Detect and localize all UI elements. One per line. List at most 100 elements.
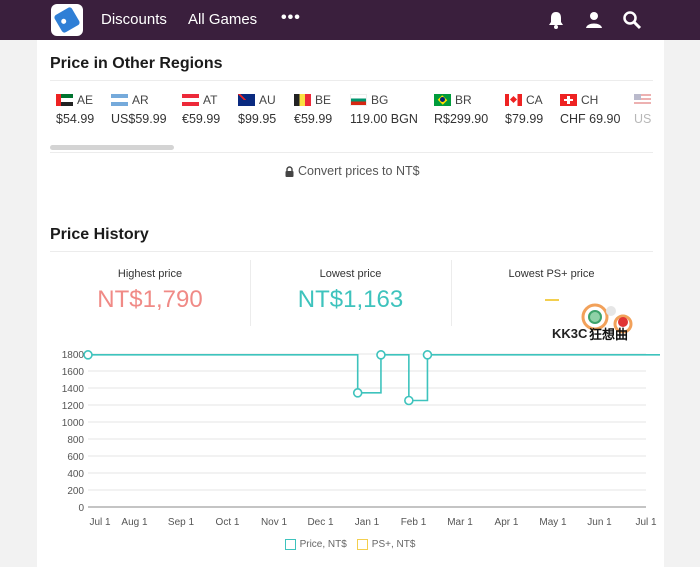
region-code: AU — [259, 93, 276, 107]
lowest-ps-price-label: Lowest PS+ price — [508, 268, 595, 280]
price-point — [404, 395, 414, 406]
x-tick-label: Mar 1 — [447, 517, 473, 528]
region-item-au[interactable]: AU $99.95 — [238, 92, 276, 132]
bell-icon[interactable] — [546, 10, 566, 30]
svg-text:狂想曲: 狂想曲 — [589, 327, 628, 343]
region-code: BR — [455, 93, 472, 107]
convert-label: Convert prices to NT$ — [298, 164, 420, 178]
x-tick-label: Apr 1 — [495, 517, 519, 528]
x-tick-label: Dec 1 — [307, 517, 334, 528]
us-flag-icon — [634, 94, 651, 106]
bg-flag-icon — [350, 94, 367, 106]
divider — [50, 152, 653, 153]
price-history-title: Price History — [50, 226, 149, 243]
nav-discounts-link[interactable]: Discounts — [101, 11, 167, 28]
region-item-br[interactable]: BR R$299.90 — [434, 92, 488, 132]
region-code: CA — [526, 93, 543, 107]
region-code: AR — [132, 93, 149, 107]
convert-prices-button[interactable]: Convert prices to NT$ — [285, 164, 420, 178]
regions-list[interactable]: AE $54.99 AR US$59.99 AT €59.99 AU $99.9… — [50, 92, 653, 132]
legend-item-ps-plus[interactable]: PS+, NT$ — [356, 539, 416, 550]
x-tick-label: Feb 1 — [401, 517, 427, 528]
price-point — [376, 350, 386, 360]
svg-text:KK3C: KK3C — [552, 326, 588, 341]
at-flag-icon — [182, 94, 199, 106]
user-icon[interactable] — [584, 10, 604, 30]
highest-price-value: NT$1,790 — [97, 286, 203, 313]
y-tick-label: 1000 — [62, 418, 85, 429]
price-series-line — [88, 354, 660, 402]
ar-flag-icon — [111, 94, 128, 106]
region-price: 119.00 BGN — [350, 112, 418, 126]
legend-label-ps-plus: PS+, NT$ — [371, 539, 416, 550]
region-item-us[interactable]: US — [634, 92, 653, 132]
x-tick-label: Sep 1 — [168, 517, 195, 528]
x-tick-label: Aug 1 — [121, 517, 148, 528]
y-tick-label: 1400 — [62, 384, 85, 395]
region-item-ae[interactable]: AE $54.99 — [56, 92, 94, 132]
price-tag-icon — [53, 6, 81, 34]
legend-swatch-ps-plus — [356, 539, 368, 550]
divider — [50, 251, 653, 252]
watermark-logo: KK3C 狂想曲 — [552, 303, 633, 343]
region-price: $54.99 — [56, 112, 95, 126]
highest-price-label: Highest price — [117, 268, 183, 280]
divider — [50, 80, 653, 81]
price-point — [83, 350, 93, 360]
x-tick-label: Jun 1 — [587, 517, 612, 528]
region-price: US — [634, 112, 652, 126]
x-tick-label: Nov 1 — [261, 517, 288, 528]
region-price: US$59.99 — [111, 112, 167, 126]
region-item-bg[interactable]: BG 119.00 BGN — [350, 92, 418, 132]
legend-item-price[interactable]: Price, NT$ — [284, 539, 347, 550]
lowest-price-label: Lowest price — [319, 268, 382, 280]
ae-flag-icon — [56, 94, 73, 106]
x-tick-label: May 1 — [539, 517, 567, 528]
regions-scrollbar[interactable] — [50, 145, 174, 150]
x-tick-label: Jul 1 — [89, 517, 111, 528]
x-tick-label: Oct 1 — [216, 517, 240, 528]
y-tick-label: 1800 — [62, 350, 85, 361]
region-price: $99.95 — [238, 112, 277, 126]
lowest-ps-price-value — [545, 299, 559, 301]
app-logo[interactable] — [51, 4, 83, 36]
more-menu-icon[interactable]: ••• — [281, 9, 301, 26]
au-flag-icon — [238, 94, 255, 106]
lowest-price-stat: Lowest price NT$1,163 — [250, 260, 450, 326]
price-history-chart: 0 200 400 600 800 1000 1200 1400 1600 1800 Jul 1 Au… — [62, 350, 660, 528]
nav-all-games-link[interactable]: All Games — [188, 11, 258, 28]
lowest-price-value: NT$1,163 — [297, 286, 404, 313]
region-item-ar[interactable]: AR US$59.99 — [111, 92, 167, 132]
price-point — [352, 388, 363, 398]
region-price: €59.99 — [182, 112, 221, 126]
region-price: R$299.90 — [434, 112, 489, 126]
ca-flag-icon — [505, 94, 522, 106]
region-item-ch[interactable]: CH CHF 69.90 — [560, 92, 620, 132]
y-tick-label: 0 — [78, 503, 84, 514]
lowest-ps-price-stat: Lowest PS+ price — [451, 260, 651, 326]
y-tick-label: 800 — [67, 435, 84, 446]
region-price: €59.99 — [294, 112, 333, 126]
region-item-at[interactable]: AT €59.99 — [182, 92, 220, 132]
top-nav: Discounts All Games ••• — [0, 0, 700, 40]
x-tick-label: Jan 1 — [355, 517, 380, 528]
region-item-be[interactable]: BE €59.99 — [294, 92, 332, 132]
region-code: AT — [203, 93, 218, 107]
y-tick-label: 400 — [67, 469, 84, 480]
price-point — [422, 350, 433, 360]
region-price: CHF 69.90 — [560, 112, 621, 126]
br-flag-icon — [434, 94, 451, 106]
y-tick-label: 1600 — [62, 367, 85, 378]
region-item-ca[interactable]: CA $79.99 — [505, 92, 543, 132]
region-code: AE — [77, 93, 94, 107]
lock-icon — [285, 165, 294, 177]
region-code: BG — [371, 93, 389, 107]
legend-label-price: Price, NT$ — [299, 539, 347, 550]
highest-price-stat: Highest price NT$1,790 — [50, 260, 250, 326]
region-code: BE — [315, 93, 332, 107]
y-tick-label: 1200 — [62, 401, 85, 412]
x-tick-label: Jul 1 — [635, 517, 657, 528]
region-code: CH — [581, 93, 599, 107]
search-icon[interactable] — [622, 10, 642, 30]
regions-title: Price in Other Regions — [50, 55, 223, 72]
